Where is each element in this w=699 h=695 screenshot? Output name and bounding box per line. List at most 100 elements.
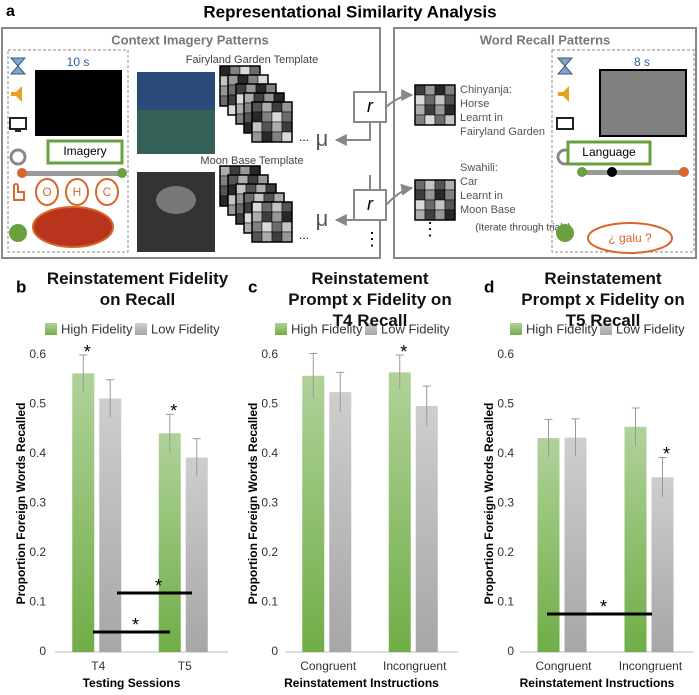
pattern-cell	[281, 201, 293, 213]
word-label: Learnt in	[460, 190, 503, 202]
box-title: Word Recall Patterns	[480, 32, 611, 47]
legend-swatch	[135, 323, 147, 335]
pattern-cell	[281, 131, 293, 143]
r: r	[367, 96, 374, 116]
screen	[599, 69, 687, 137]
screen	[35, 70, 122, 136]
y-axis-label: Proportion Foreign Words Recalled	[482, 403, 496, 605]
r: r	[367, 194, 374, 214]
chart: b Proportion Foreign Words Recalled 0 0.1 0.…	[14, 277, 228, 690]
significance-marker: *	[400, 342, 407, 362]
word-label: Moon Base	[460, 204, 516, 216]
pattern-cell	[281, 121, 293, 133]
chart-title: Reinstatement Fidelity on Recall	[46, 269, 229, 309]
label-box	[46, 139, 124, 165]
y-tick-label: 0.2	[29, 545, 46, 559]
error-bar	[395, 354, 404, 390]
x-axis-label: Reinstatement Instructions	[284, 676, 439, 690]
error-bar	[309, 353, 318, 399]
y-tick-label: 0	[507, 644, 514, 658]
y-tick-label: 0.6	[261, 347, 278, 361]
panel-label: a	[6, 3, 15, 20]
key: H	[73, 185, 82, 199]
word-label: Chinyanja:	[460, 84, 512, 96]
x-tick-label: T4	[91, 659, 105, 673]
figure-title: Representational Similarity Analysis	[203, 2, 496, 21]
pattern-cell	[251, 221, 263, 233]
pattern-cell	[271, 131, 283, 143]
pattern-cell	[414, 104, 426, 116]
legend-swatch	[510, 323, 522, 335]
pattern-cell	[251, 201, 263, 213]
significance-marker: *	[600, 597, 607, 617]
y-tick-label: 0.3	[261, 496, 278, 510]
bar	[537, 438, 560, 652]
y-tick-label: 0.3	[29, 496, 46, 510]
legend-label: High Fidelity	[61, 321, 133, 336]
ellipsis: ...	[299, 130, 309, 144]
pattern-cell	[424, 114, 436, 126]
pattern-cell	[414, 84, 426, 96]
significance-marker: *	[155, 576, 162, 596]
pattern-cell	[424, 189, 436, 201]
pattern-cell	[434, 189, 446, 201]
right-box	[393, 27, 697, 259]
pattern-cell	[414, 114, 426, 126]
panel-a: a Representational Similarity Analysis C…	[1, 2, 697, 259]
pattern-cell	[281, 211, 293, 223]
legend-label: Low Fidelity	[381, 321, 450, 336]
pattern-cell	[444, 84, 456, 96]
pattern-frame	[414, 179, 456, 221]
pattern-cell	[444, 199, 456, 211]
error-bar	[165, 413, 174, 453]
panel-label: b	[16, 277, 26, 296]
pattern-cell	[251, 211, 263, 223]
y-tick-label: 0.6	[497, 347, 514, 361]
y-axis-label: Proportion Foreign Words Recalled	[246, 403, 260, 605]
cue: ¿ galu ?	[608, 231, 652, 245]
pattern-cell	[434, 199, 446, 211]
legend-swatch	[275, 323, 287, 335]
pattern-cell	[251, 121, 263, 133]
duration: 8 s	[634, 55, 650, 69]
significance-marker: *	[132, 615, 139, 635]
error-bar	[422, 385, 431, 426]
vertical-ellipsis: ⋮	[363, 229, 381, 249]
y-tick-label: 0.4	[29, 446, 46, 460]
word-label: Fairyland Garden	[460, 126, 545, 138]
key: C	[103, 185, 112, 199]
imagery-label: Imagery	[63, 144, 106, 158]
pattern-cell	[424, 199, 436, 211]
error-bar	[631, 407, 640, 446]
bar	[329, 392, 352, 652]
y-tick-label: 0.5	[261, 397, 278, 411]
x-axis-label: Testing Sessions	[83, 676, 181, 690]
legend-label: Low Fidelity	[616, 321, 685, 336]
pattern-stacks	[219, 65, 293, 243]
word-label: Car	[460, 176, 478, 188]
timeline	[20, 171, 125, 176]
left-box	[1, 27, 381, 259]
panel-label: c	[248, 277, 257, 296]
x-tick-label: Incongruent	[383, 659, 447, 673]
pattern-cell	[271, 121, 283, 133]
significance-marker: *	[663, 444, 670, 464]
pattern-cell	[261, 201, 273, 213]
pattern-cell	[414, 199, 426, 211]
pattern-cell	[261, 121, 273, 133]
pattern-cell	[434, 179, 446, 191]
pattern-cell	[271, 231, 283, 243]
vertical-ellipsis: ⋮	[421, 219, 439, 239]
x-tick-label: Incongruent	[619, 659, 683, 673]
significance-marker: *	[170, 401, 177, 421]
pattern-cell	[261, 131, 273, 143]
y-tick-label: 0.3	[497, 496, 514, 510]
legend-label: Low Fidelity	[151, 321, 220, 336]
pattern-cell	[251, 231, 263, 243]
y-tick-label: 0.4	[497, 446, 514, 460]
y-tick-label: 0.6	[29, 347, 46, 361]
pattern-cell	[281, 231, 293, 243]
bar	[72, 373, 95, 652]
